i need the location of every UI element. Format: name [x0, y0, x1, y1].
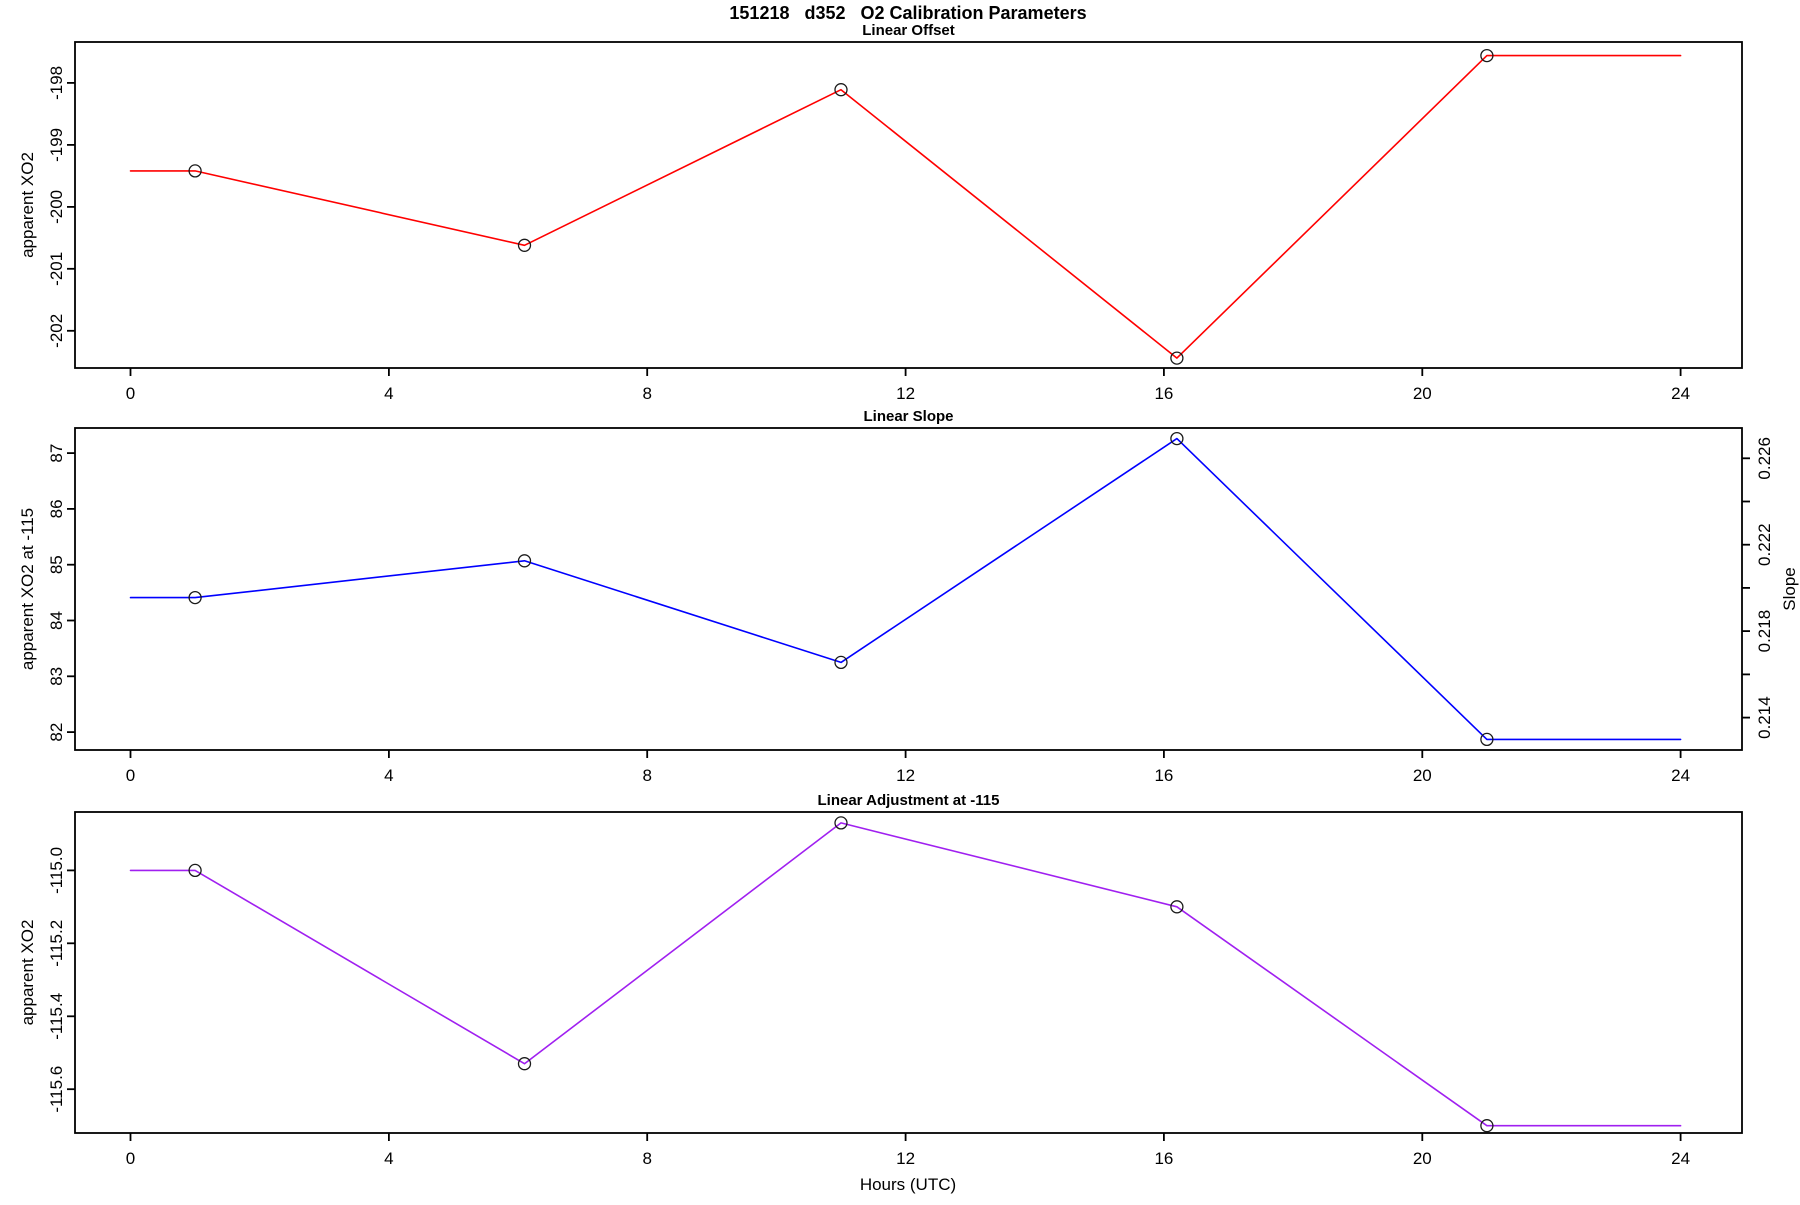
x-tick-label: 0 — [126, 766, 135, 785]
x-tick-label: 8 — [642, 766, 651, 785]
y-tick-label: -198 — [47, 66, 66, 100]
x-tick-label: 4 — [384, 766, 393, 785]
y-tick-label: -201 — [47, 252, 66, 286]
x-tick-label: 4 — [384, 384, 393, 403]
x-tick-label: 8 — [642, 384, 651, 403]
y-tick-label: 87 — [47, 444, 66, 463]
x-tick-label: 20 — [1413, 384, 1432, 403]
panels-group: 0 4 8 12 16 20 24 -202 -201 -200 -199 -198 apparent … — [18, 22, 1799, 1168]
x-tick-label: 8 — [642, 1149, 651, 1168]
y-tick-label: -202 — [47, 314, 66, 348]
x-tick-label: 4 — [384, 1149, 393, 1168]
data-point-marker — [188, 164, 202, 178]
x-axis-title: Hours (UTC) — [860, 1175, 956, 1194]
data-point-marker — [834, 816, 848, 830]
x-tick-label: 12 — [896, 766, 915, 785]
data-point-marker — [517, 1057, 532, 1071]
y-tick-label: 82 — [47, 723, 66, 742]
x-tick-label: 16 — [1154, 766, 1173, 785]
data-point-marker — [188, 863, 202, 878]
panel-linear-slope: 0 4 8 12 16 20 24 82 83 84 85 86 87 apparent XO2 at -… — [18, 408, 1799, 785]
linear-adjustment-at-115-line — [129, 822, 1682, 1127]
x-tick-label: 12 — [896, 1149, 915, 1168]
y-tick-label: -115.0 — [47, 847, 66, 894]
x-tick-label: 24 — [1671, 766, 1690, 785]
x-tick-label: 0 — [126, 1149, 135, 1168]
x-tick-label: 20 — [1413, 766, 1432, 785]
panel-box — [74, 427, 1743, 751]
linear-slope-line — [129, 437, 1682, 741]
y-axis-title: apparent XO2 — [18, 920, 37, 1026]
data-point-marker — [517, 238, 532, 252]
data-point-marker — [517, 554, 532, 568]
x-tick-label: 24 — [1671, 384, 1690, 403]
data-point-marker — [1480, 732, 1494, 747]
right-y-tick-label: 0.218 — [1755, 610, 1774, 653]
x-tick-label: 24 — [1671, 1149, 1690, 1168]
data-point-marker — [1170, 351, 1184, 365]
linear-offset-line — [129, 54, 1682, 359]
data-point-marker — [1170, 900, 1184, 914]
panel-title: Linear Adjustment at -115 — [818, 792, 1000, 809]
panel-box — [74, 41, 1743, 369]
right-y-tick-label: 0.214 — [1755, 696, 1774, 739]
y-tick-label: -115.6 — [47, 1066, 66, 1113]
y-tick-label: 85 — [47, 555, 66, 574]
right-axis-title: Slope — [1780, 567, 1799, 610]
y-tick-label: -115.4 — [47, 993, 66, 1040]
right-y-tick-label: 0.222 — [1755, 523, 1774, 566]
y-tick-label: -115.2 — [47, 920, 66, 967]
x-tick-label: 12 — [896, 384, 915, 403]
y-axis-title: apparent XO2 — [18, 152, 37, 258]
data-point-marker — [834, 655, 848, 670]
data-point-marker — [834, 83, 848, 97]
right-y-tick-label: 0.226 — [1755, 437, 1774, 480]
figure-title: 151218 d352 O2 Calibration Parameters — [729, 3, 1086, 23]
y-tick-label: -200 — [47, 190, 66, 224]
x-tick-label: 0 — [126, 384, 135, 403]
panel-linear-offset: 0 4 8 12 16 20 24 -202 -201 -200 -199 -198 apparent … — [18, 22, 1743, 403]
y-axis-title: apparent XO2 at -115 — [18, 508, 37, 670]
y-tick-label: 86 — [47, 499, 66, 518]
panel-title: Linear Offset — [862, 22, 955, 39]
y-tick-label: -199 — [47, 128, 66, 162]
data-point-marker — [1480, 1119, 1494, 1133]
data-point-marker — [1480, 48, 1494, 63]
data-point-marker — [188, 590, 202, 605]
panel-title: Linear Slope — [863, 408, 953, 425]
y-tick-label: 83 — [47, 667, 66, 686]
panel-box — [74, 811, 1743, 1134]
panel-linear-adjustment-at-115: 0 4 8 12 16 20 24 -115.6 -115.4 -115.2 -115.0 appar… — [18, 792, 1743, 1168]
x-tick-label: 20 — [1413, 1149, 1432, 1168]
x-tick-label: 16 — [1154, 384, 1173, 403]
data-point-marker — [1170, 431, 1184, 446]
x-tick-label: 16 — [1154, 1149, 1173, 1168]
y-tick-label: 84 — [47, 611, 66, 630]
